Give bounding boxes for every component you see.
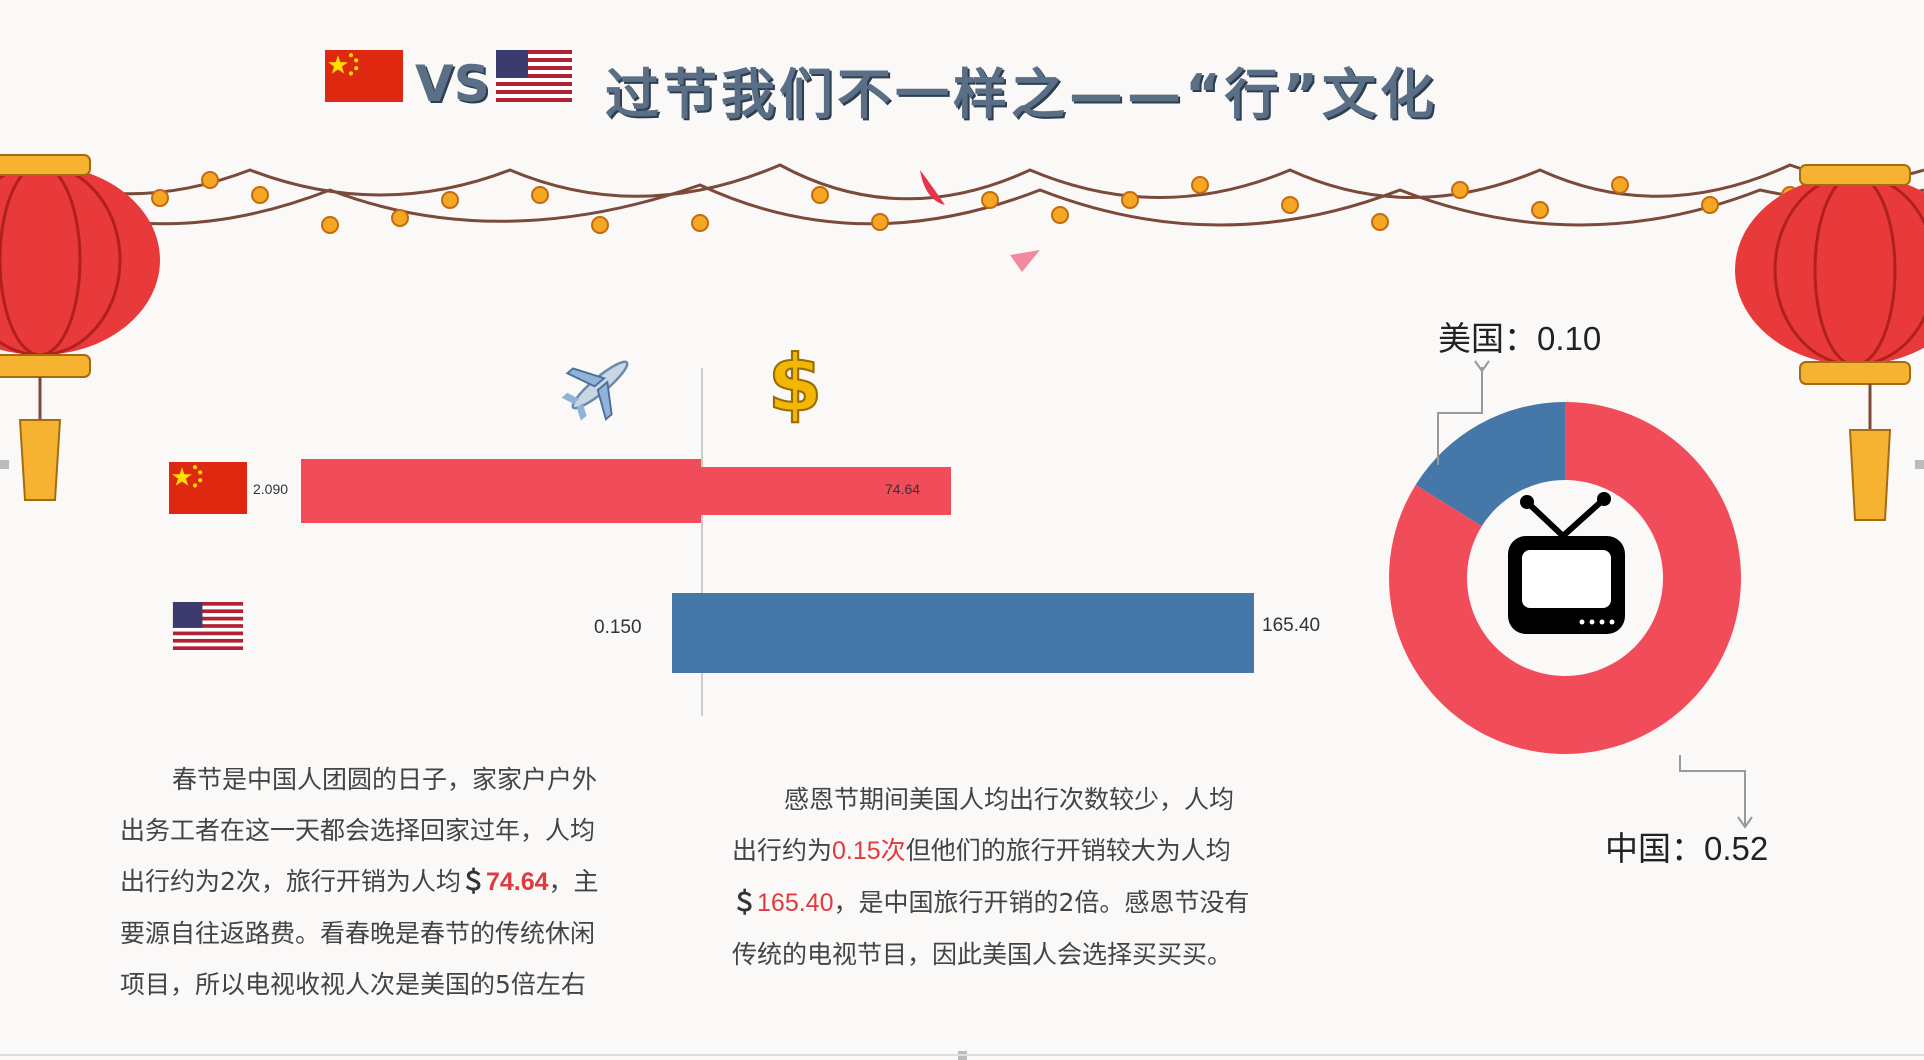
lantern-left — [0, 154, 160, 501]
china-flag-icon — [325, 50, 403, 102]
usa-line-2: 出行约为0.15次但他们的旅行开销较大为人均 — [732, 825, 1352, 877]
pie-label-china: 中国：0.52 — [1605, 822, 1768, 870]
data-label-usa-spending: 165.40 — [1262, 615, 1321, 636]
pie-label-usa-text: 美国： — [1438, 319, 1537, 358]
donut-slice-usa — [1415, 402, 1565, 527]
pie-label-usa: 美国：0.10 — [1438, 312, 1601, 360]
usa-line-1: 感恩节期间美国人均出行次数较少，人均 — [784, 785, 1235, 814]
usa-spending-value: 165.40 — [757, 889, 834, 917]
china-money-sign: ＄ — [460, 868, 486, 896]
usa-trips-value: 0.15次 — [832, 837, 906, 865]
donut-chart — [1389, 402, 1741, 754]
lantern-right — [1735, 164, 1924, 521]
bar-usa-trips — [672, 593, 701, 673]
usa-description: 感恩节期间美国人均出行次数较少，人均 出行约为0.15次但他们的旅行开销较大为人… — [732, 774, 1352, 980]
page-title: 过节我们不一样之——“行”文化 — [605, 63, 1438, 126]
pie-label-china-text: 中国： — [1605, 829, 1704, 868]
pie-label-usa-value: 0.10 — [1537, 320, 1602, 357]
vs-label: VS — [415, 55, 490, 113]
china-line-4: 要源自往返路费。看春晚是春节的传统休闲 — [120, 919, 596, 948]
china-line-1: 春节是中国人团圆的日子，家家户户外 — [172, 765, 598, 794]
china-line-3-text: 出行约为2次，旅行开销为人均 — [120, 867, 461, 896]
donut-slice-china — [1389, 402, 1741, 754]
china-spending-value: 74.64 — [485, 868, 549, 896]
china-description: 春节是中国人团圆的日子，家家户户外 出务工者在这一天都会选择回家过年，人均 出行… — [120, 754, 680, 1010]
usa-line-3-end: ，是中国旅行开销的2倍。感恩节没有 — [833, 888, 1250, 917]
usa-line-3: ＄165.40，是中国旅行开销的2倍。感恩节没有 — [732, 877, 1352, 929]
bar-usa-spending — [701, 593, 1254, 673]
usa-money-sign: ＄ — [732, 889, 758, 917]
data-label-usa-trips: 0.150 — [594, 617, 642, 638]
china-line-5: 项目，所以电视收视人次是美国的5倍左右 — [120, 970, 586, 999]
slide-bottom-line — [0, 1054, 1924, 1056]
decoration-garland — [0, 154, 1924, 521]
china-line-3-end: ，主 — [548, 867, 599, 896]
china-line-3: 出行约为2次，旅行开销为人均＄74.64，主 — [120, 856, 680, 908]
usa-line-2-end: 但他们的旅行开销较大为人均 — [905, 836, 1231, 865]
tv-icon — [1508, 492, 1625, 634]
usa-line-2-text: 出行约为 — [732, 836, 833, 865]
pie-label-china-value: 0.52 — [1704, 830, 1769, 867]
slide-edge-marker — [0, 460, 9, 469]
china-line-2: 出务工者在这一天都会选择回家过年，人均 — [120, 816, 596, 845]
donut-leader-lines — [1437, 360, 1753, 829]
usa-flag-icon — [172, 602, 244, 650]
usa-line-4: 传统的电视节目，因此美国人会选择买买买。 — [732, 940, 1233, 969]
slide-edge-marker — [1915, 460, 1924, 469]
usa-flag-icon — [496, 50, 572, 102]
